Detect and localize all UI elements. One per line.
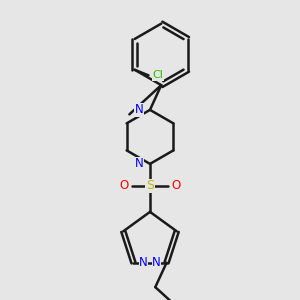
Text: O: O — [119, 179, 128, 192]
Text: N: N — [152, 256, 161, 269]
Text: N: N — [134, 103, 143, 116]
Text: Cl: Cl — [153, 70, 164, 80]
Text: N: N — [139, 256, 148, 269]
Text: O: O — [172, 179, 181, 192]
Text: N: N — [134, 158, 143, 170]
Text: S: S — [146, 179, 154, 192]
